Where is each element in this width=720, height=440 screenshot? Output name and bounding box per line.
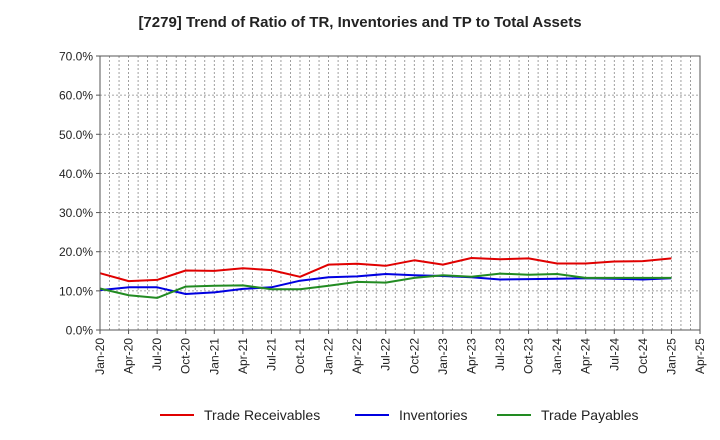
x-tick-label: Jul-21 xyxy=(264,338,278,371)
x-tick-label: Oct-20 xyxy=(179,338,193,374)
y-tick-label: 10.0% xyxy=(59,284,93,298)
x-tick-label: Apr-23 xyxy=(464,338,478,374)
x-tick-label: Apr-22 xyxy=(350,338,364,374)
x-tick-label: Apr-20 xyxy=(122,338,136,374)
x-tick-label: Jan-22 xyxy=(322,338,336,375)
y-tick-label: 60.0% xyxy=(59,89,93,103)
series-line xyxy=(99,273,672,295)
x-tick-label: Jul-23 xyxy=(493,338,507,371)
x-tick-label: Oct-22 xyxy=(407,338,421,374)
x-tick-label: Oct-24 xyxy=(636,338,650,374)
y-tick-label: 40.0% xyxy=(59,167,93,181)
plot-area xyxy=(100,56,700,330)
grid xyxy=(100,56,700,330)
x-axis: Jan-20 Apr-20 Jul-20 Oct-20 Jan-21 Apr-21 Jul-… xyxy=(93,330,707,375)
x-tick-label: Apr-24 xyxy=(579,338,593,374)
x-tick-label: Oct-21 xyxy=(293,338,307,374)
y-tick-label: 20.0% xyxy=(59,245,93,259)
x-tick-label: Jan-25 xyxy=(664,338,678,375)
x-tick-label: Jul-24 xyxy=(607,338,621,371)
y-axis: 0.0% 10.0% 20.0% 30.0% 40.0% 50.0% 60.0% 70.0% xyxy=(59,50,100,338)
x-tick-label: Apr-21 xyxy=(236,338,250,374)
legend-label: Trade Payables xyxy=(541,407,639,423)
legend: Trade Receivables Inventories Trade Payabl… xyxy=(160,407,639,423)
x-tick-label: Jul-20 xyxy=(150,338,164,371)
y-tick-label: 50.0% xyxy=(59,128,93,142)
plot-frame xyxy=(99,55,701,331)
y-tick-label: 0.0% xyxy=(66,324,94,338)
x-tick-label: Apr-25 xyxy=(693,338,707,374)
x-tick-label: Oct-23 xyxy=(522,338,536,374)
legend-label: Trade Receivables xyxy=(204,407,320,423)
series xyxy=(99,257,672,299)
legend-label: Inventories xyxy=(399,407,467,423)
series-line xyxy=(99,272,672,299)
x-tick-label: Jan-20 xyxy=(93,338,107,375)
x-tick-label: Jul-22 xyxy=(379,338,393,371)
series-line xyxy=(99,257,672,283)
x-tick-label: Jan-23 xyxy=(436,338,450,375)
chart-title: [7279] Trend of Ratio of TR, Inventories… xyxy=(138,14,582,31)
x-tick-label: Jan-21 xyxy=(207,338,221,375)
y-tick-label: 30.0% xyxy=(59,206,93,220)
x-tick-label: Jan-24 xyxy=(550,338,564,375)
y-tick-label: 70.0% xyxy=(59,50,93,64)
